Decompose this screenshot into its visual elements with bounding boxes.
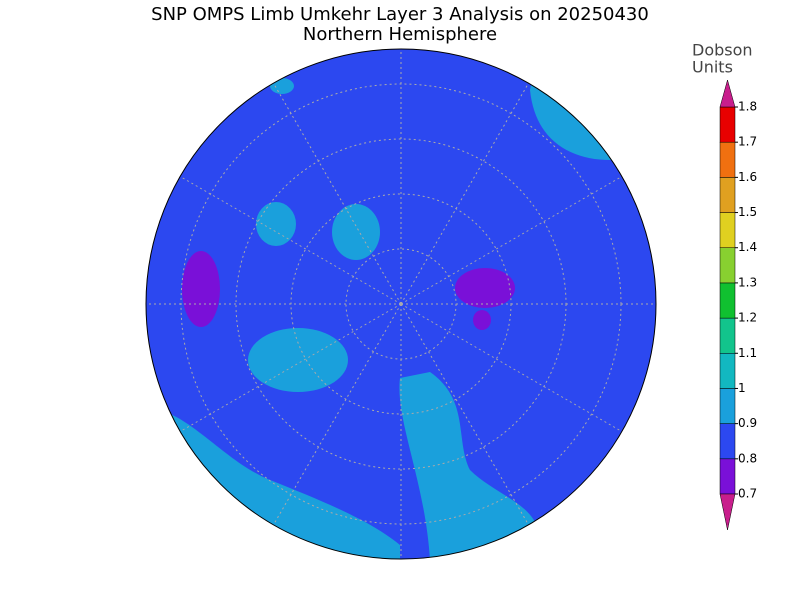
colorbar-extend (719, 493, 736, 531)
colorbar-tick-label: 0.8 (738, 451, 757, 465)
colorbar-segment (719, 458, 736, 495)
colorbar: 0.7 0.8 0.9 1 1.1 1.2 1.3 1.4 1.5 1.6 1.7 1.8 (719, 79, 757, 531)
map (146, 49, 656, 559)
contour-region (455, 268, 515, 308)
colorbar-segment (719, 141, 736, 178)
contour-region (399, 372, 538, 559)
colorbar-tick-label: 1.3 (738, 275, 757, 289)
colorbar-tick-label: 1 (738, 381, 746, 395)
colorbar-segment (719, 177, 736, 213)
colorbar-tick-label: 1.8 (738, 100, 757, 114)
title: SNP OMPS Limb Umkehr Layer 3 Analysis on… (151, 4, 649, 25)
colorbar-segment (719, 247, 736, 284)
map-border (145, 48, 657, 560)
contour-region (248, 328, 348, 392)
colorbar-segment (719, 353, 736, 389)
colorbar-tick-label: 0.7 (738, 487, 757, 501)
colorbar-segment (719, 388, 736, 424)
colorbar-label: Dobson (692, 41, 753, 60)
colorbar-segment (719, 317, 736, 354)
colorbar-segment (719, 282, 736, 319)
colorbar-tick-label: 1.2 (738, 311, 757, 325)
colorbar-extend (719, 79, 736, 108)
contour-region (256, 202, 296, 246)
colorbar-label: Units (692, 58, 733, 77)
colorbar-segment (719, 423, 736, 460)
contour-region (473, 310, 491, 330)
contour-region (530, 49, 656, 160)
colorbar-tick-label: 0.9 (738, 416, 757, 430)
colorbar-tick-label: 1.1 (738, 346, 757, 360)
colorbar-tick-label: 1.6 (738, 170, 757, 184)
contour-region (332, 204, 380, 260)
colorbar-tick-label: 1.5 (738, 205, 757, 219)
colorbar-segment (719, 212, 736, 248)
subtitle: Northern Hemisphere (303, 24, 497, 45)
colorbar-tick-label: 1.4 (738, 240, 757, 254)
colorbar-segment (719, 106, 736, 143)
contour-region (182, 251, 220, 327)
colorbar-tick-label: 1.7 (738, 135, 757, 149)
contour-region (270, 78, 294, 94)
